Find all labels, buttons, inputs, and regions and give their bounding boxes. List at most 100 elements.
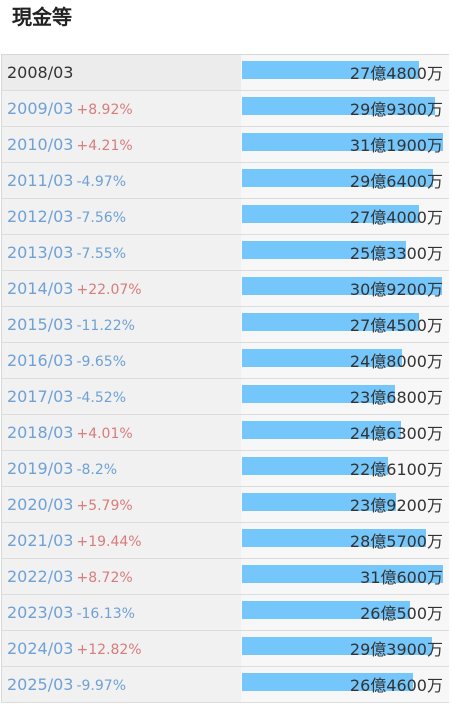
change-percent: +8.72%	[76, 570, 133, 586]
year-label: 2020/03	[7, 495, 74, 514]
amount-label: 22億6100万	[349, 460, 443, 479]
year-label: 2012/03	[7, 207, 74, 226]
value-bar	[242, 277, 442, 295]
amount-cell: 31億600万	[241, 559, 449, 594]
page-title: 現金等	[12, 5, 72, 29]
table-row: 2011/03 -4.97% 29億6400万	[1, 163, 449, 199]
period-cell: 2008/03	[1, 55, 242, 90]
year-label: 2011/03	[7, 171, 74, 190]
value-bar	[242, 637, 432, 655]
change-percent: -8.2%	[76, 462, 118, 478]
period-cell: 2012/03 -7.56%	[1, 199, 242, 234]
amount-label: 28億5700万	[349, 532, 443, 551]
table-row: 2008/03 27億4800万	[1, 55, 449, 91]
change-percent: +4.01%	[76, 426, 133, 442]
amount-label: 31億1900万	[349, 136, 443, 155]
change-percent: -7.56%	[76, 210, 126, 226]
amount-label: 25億3300万	[349, 244, 443, 263]
period-label: 2014/03 +22.07%	[7, 280, 142, 299]
period-label: 2024/03 +12.82%	[7, 640, 142, 659]
period-cell: 2021/03 +19.44%	[1, 523, 242, 558]
change-percent: -9.97%	[76, 678, 126, 694]
amount-label: 27億4000万	[349, 208, 443, 227]
value-bar	[242, 97, 435, 115]
table-row: 2018/03 +4.01% 24億6300万	[1, 415, 449, 451]
amount-label: 29億6400万	[349, 172, 443, 191]
table-row: 2014/03 +22.07% 30億9200万	[1, 271, 449, 307]
year-label: 2018/03	[7, 423, 74, 442]
year-label: 2009/03	[7, 99, 74, 118]
amount-label: 30億9200万	[349, 280, 443, 299]
value-bar	[242, 385, 395, 403]
table-row: 2010/03 +4.21% 31億1900万	[1, 127, 449, 163]
period-label: 2019/03 -8.2%	[7, 460, 117, 479]
year-label: 2016/03	[7, 351, 74, 370]
period-cell: 2018/03 +4.01%	[1, 415, 242, 450]
table-row: 2023/03 -16.13% 26億500万	[1, 595, 449, 631]
period-cell: 2019/03 -8.2%	[1, 451, 242, 486]
table-row: 2015/03 -11.22% 27億4500万	[1, 307, 449, 343]
year-label: 2025/03	[7, 675, 74, 694]
period-label: 2009/03 +8.92%	[7, 100, 133, 119]
year-label: 2023/03	[7, 603, 74, 622]
change-percent: -11.22%	[76, 318, 135, 334]
period-label: 2010/03 +4.21%	[7, 136, 133, 155]
period-cell: 2025/03 -9.97%	[1, 667, 242, 702]
amount-label: 29億3900万	[349, 640, 443, 659]
value-bar	[242, 169, 433, 187]
year-label: 2024/03	[7, 639, 74, 658]
value-bar	[242, 241, 406, 259]
value-bar	[242, 205, 419, 223]
period-label: 2023/03 -16.13%	[7, 604, 135, 623]
amount-cell: 23億9200万	[241, 487, 449, 522]
year-label: 2008/03	[7, 63, 74, 82]
amount-cell: 28億5700万	[241, 523, 449, 558]
amount-label: 23億6800万	[349, 388, 443, 407]
amount-label: 26億500万	[360, 604, 443, 623]
year-label: 2014/03	[7, 279, 74, 298]
period-label: 2008/03	[7, 64, 73, 82]
change-percent: -4.97%	[76, 174, 126, 190]
amount-cell: 29億9300万	[241, 91, 449, 126]
value-bar	[242, 313, 419, 331]
amount-cell: 24億8000万	[241, 343, 449, 378]
change-percent: -9.65%	[76, 354, 126, 370]
table-row: 2025/03 -9.97% 26億4600万	[1, 667, 449, 703]
amount-label: 24億8000万	[349, 352, 443, 371]
period-label: 2022/03 +8.72%	[7, 568, 133, 587]
change-percent: +5.79%	[76, 498, 133, 514]
period-cell: 2013/03 -7.55%	[1, 235, 242, 270]
period-label: 2021/03 +19.44%	[7, 532, 142, 551]
period-label: 2025/03 -9.97%	[7, 676, 126, 695]
value-bar	[242, 133, 443, 151]
period-cell: 2022/03 +8.72%	[1, 559, 242, 594]
period-cell: 2016/03 -9.65%	[1, 343, 242, 378]
amount-cell: 27億4000万	[241, 199, 449, 234]
period-cell: 2015/03 -11.22%	[1, 307, 242, 342]
period-cell: 2020/03 +5.79%	[1, 487, 242, 522]
amount-cell: 25億3300万	[241, 235, 449, 270]
year-label: 2015/03	[7, 315, 74, 334]
amount-label: 31億600万	[360, 568, 443, 587]
period-cell: 2011/03 -4.97%	[1, 163, 242, 198]
value-bar	[242, 457, 388, 475]
period-label: 2011/03 -4.97%	[7, 172, 126, 191]
amount-cell: 30億9200万	[241, 271, 449, 306]
period-cell: 2017/03 -4.52%	[1, 379, 242, 414]
amount-label: 23億9200万	[349, 496, 443, 515]
change-percent: -4.52%	[76, 390, 126, 406]
change-percent: -7.55%	[76, 246, 126, 262]
value-bar	[242, 673, 413, 691]
year-label: 2021/03	[7, 531, 74, 550]
value-bar	[242, 61, 419, 79]
period-cell: 2014/03 +22.07%	[1, 271, 242, 306]
period-cell: 2024/03 +12.82%	[1, 631, 242, 666]
amount-label: 26億4600万	[349, 676, 443, 695]
change-percent: +12.82%	[76, 642, 142, 658]
period-label: 2015/03 -11.22%	[7, 316, 135, 335]
period-label: 2012/03 -7.56%	[7, 208, 126, 227]
table-row: 2012/03 -7.56% 27億4000万	[1, 199, 449, 235]
change-percent: +19.44%	[76, 534, 142, 550]
change-percent: +22.07%	[76, 282, 142, 298]
table-row: 2017/03 -4.52% 23億6800万	[1, 379, 449, 415]
